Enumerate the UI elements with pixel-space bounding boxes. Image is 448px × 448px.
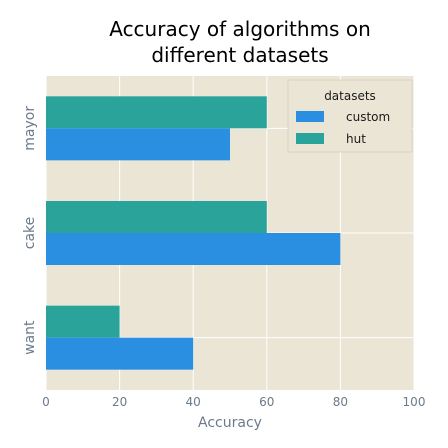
bars bbox=[46, 96, 341, 370]
bar-hut-mayor bbox=[46, 96, 267, 129]
y-tick-label: mayor bbox=[22, 106, 38, 151]
y-tick-labels: want cake mayor bbox=[22, 106, 38, 355]
y-tick-label: cake bbox=[22, 217, 38, 250]
x-axis-label: Accuracy bbox=[198, 415, 262, 431]
bar-custom-want bbox=[46, 337, 194, 370]
legend-title: datasets bbox=[324, 89, 376, 103]
x-tick-label: 80 bbox=[333, 395, 348, 409]
x-tick-label: 60 bbox=[259, 395, 274, 409]
legend-label-hut: hut bbox=[346, 132, 366, 146]
legend: datasets custom hut bbox=[287, 79, 413, 153]
legend-swatch-hut bbox=[296, 133, 324, 144]
x-tick-label: 20 bbox=[112, 395, 127, 409]
bar-hut-cake bbox=[46, 201, 267, 233]
bar-hut-want bbox=[46, 305, 120, 338]
x-tick-label: 100 bbox=[403, 395, 426, 409]
bar-custom-cake bbox=[46, 233, 341, 265]
x-tick-label: 40 bbox=[186, 395, 201, 409]
chart-title-line-2: different datasets bbox=[151, 43, 328, 67]
y-tick-label: want bbox=[22, 320, 38, 355]
chart-title-line-1: Accuracy of algorithms on bbox=[109, 17, 371, 41]
x-tick-label: 0 bbox=[42, 395, 50, 409]
legend-label-custom: custom bbox=[346, 110, 390, 124]
legend-swatch-custom bbox=[296, 111, 324, 122]
x-tick-labels: 0 20 40 60 80 100 bbox=[42, 395, 425, 409]
bar-custom-mayor bbox=[46, 128, 230, 161]
